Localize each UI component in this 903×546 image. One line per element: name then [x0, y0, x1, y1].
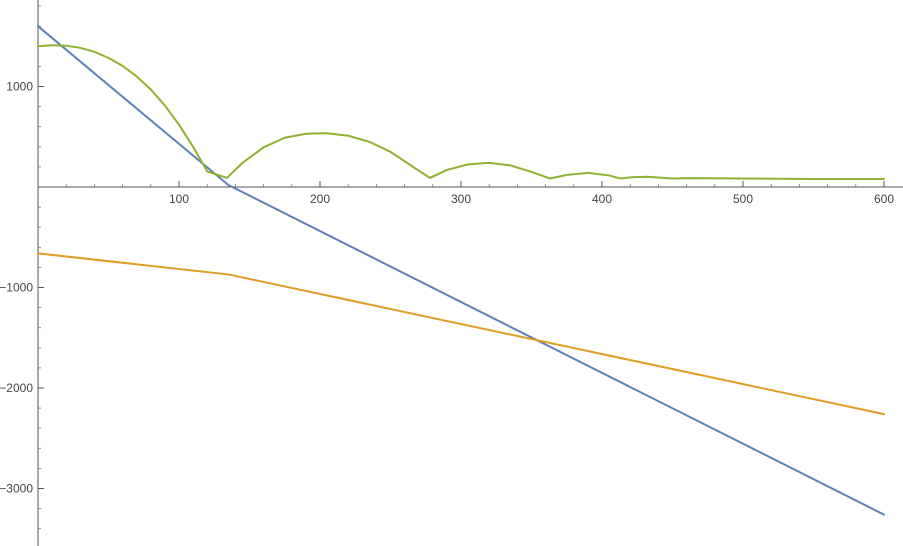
y-tick-label: 1000	[6, 80, 33, 94]
series-line-3	[37, 44, 885, 180]
x-tick-label: 600	[874, 192, 894, 206]
series-line-2	[37, 252, 885, 416]
y-tick-label: −1000	[0, 281, 33, 295]
series-line-1	[37, 25, 885, 516]
x-tick-label: 400	[592, 192, 612, 206]
x-tick-label: 300	[451, 192, 471, 206]
x-tick-label: 200	[310, 192, 330, 206]
x-tick-label: 500	[733, 192, 753, 206]
tick-labels: 100 200 300 400 500 600 1000 −1000 −2000 −3000	[0, 80, 894, 496]
axes	[37, 0, 903, 546]
series-lines	[37, 25, 885, 516]
y-tick-label: −3000	[0, 482, 33, 496]
x-tick-label: 100	[169, 192, 189, 206]
ticks	[38, 5, 885, 530]
y-tick-label: −2000	[0, 381, 33, 395]
